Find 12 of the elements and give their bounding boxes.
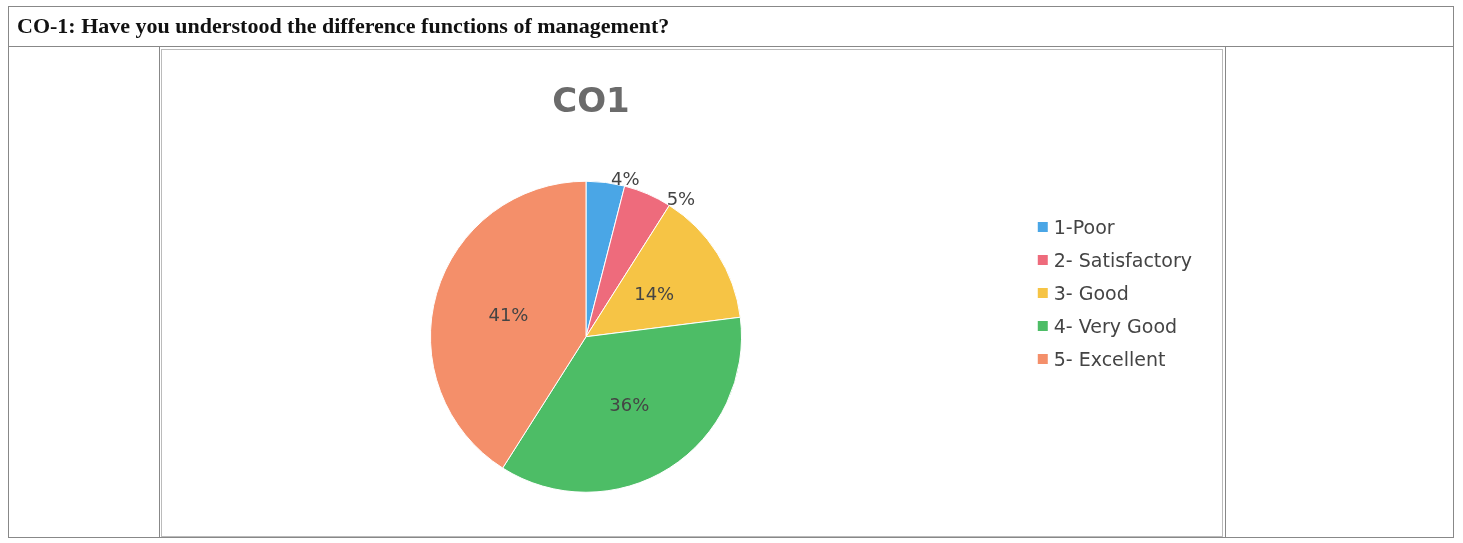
legend-label: 1-Poor bbox=[1053, 216, 1115, 238]
data-label: 4% bbox=[610, 167, 640, 189]
legend-label: 4- Very Good bbox=[1053, 315, 1178, 337]
chart-title: CO-1: Have you understood the difference functions of management? bbox=[9, 7, 1453, 47]
legend-label: 2- Satisfactory bbox=[1053, 249, 1193, 271]
legend-label: 5- Excellent bbox=[1053, 348, 1166, 370]
legend-label: 3- Good bbox=[1053, 282, 1129, 304]
data-label: 41% bbox=[488, 303, 529, 325]
chart-subtitle: CO1 bbox=[552, 80, 630, 120]
data-label: 5% bbox=[666, 187, 696, 209]
data-label: 36% bbox=[609, 394, 650, 416]
data-label: 14% bbox=[634, 282, 675, 304]
